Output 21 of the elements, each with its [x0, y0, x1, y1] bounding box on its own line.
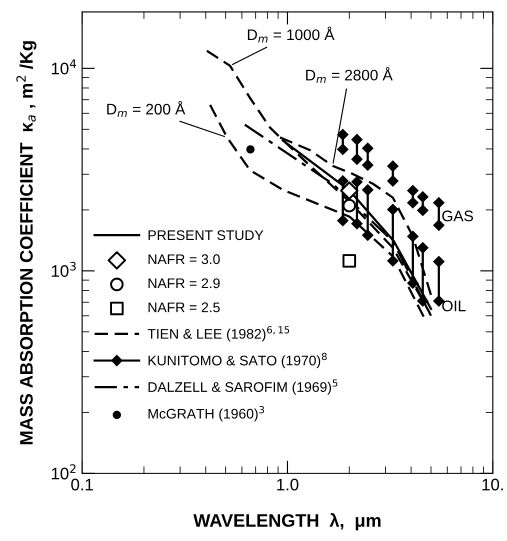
legend-label: NAFR = 3.0: [148, 254, 220, 264]
y-axis-title: MASS ABSORPTION COEFFICIENT κ$_{a}$ , m$^{2}$ /Kg: [16, 41, 36, 444]
y-tick-label: 10$^{3}$: [52, 262, 76, 277]
x-tick-label: 0.1: [71, 478, 93, 490]
y-tick-label: 10$^{4}$: [52, 59, 76, 74]
annotation: D$_{m}$ = 2800 Å: [306, 66, 393, 83]
annotation: D$_{m}$ = 200 Å: [107, 101, 186, 117]
legend-label: KUNITOMO & SATO (1970)$^{8}$: [148, 352, 327, 368]
legend-label: McGRATH (1960)$^{3}$: [148, 406, 264, 422]
x-tick-label: 1.0: [277, 478, 298, 490]
annotation: D$_{m}$ = 1000 Å: [248, 26, 334, 42]
annotation: GAS: [442, 210, 474, 222]
legend-label: NAFR = 2.5: [148, 302, 220, 312]
y-tick-label: 10$^{2}$: [52, 464, 76, 480]
x-tick-label: 10.: [482, 478, 503, 490]
legend-label: TIEN & LEE (1982)$^{6,15}$: [148, 326, 290, 342]
legend-label: PRESENT STUDY: [148, 230, 264, 240]
legend-label: DALZELL & SAROFIM (1969)$^{5}$: [148, 379, 338, 395]
annotation: OIL: [442, 300, 466, 312]
x-axis-title: WAVELENGTH λ, μm: [193, 513, 380, 530]
legend-label: NAFR = 2.9: [148, 278, 220, 288]
